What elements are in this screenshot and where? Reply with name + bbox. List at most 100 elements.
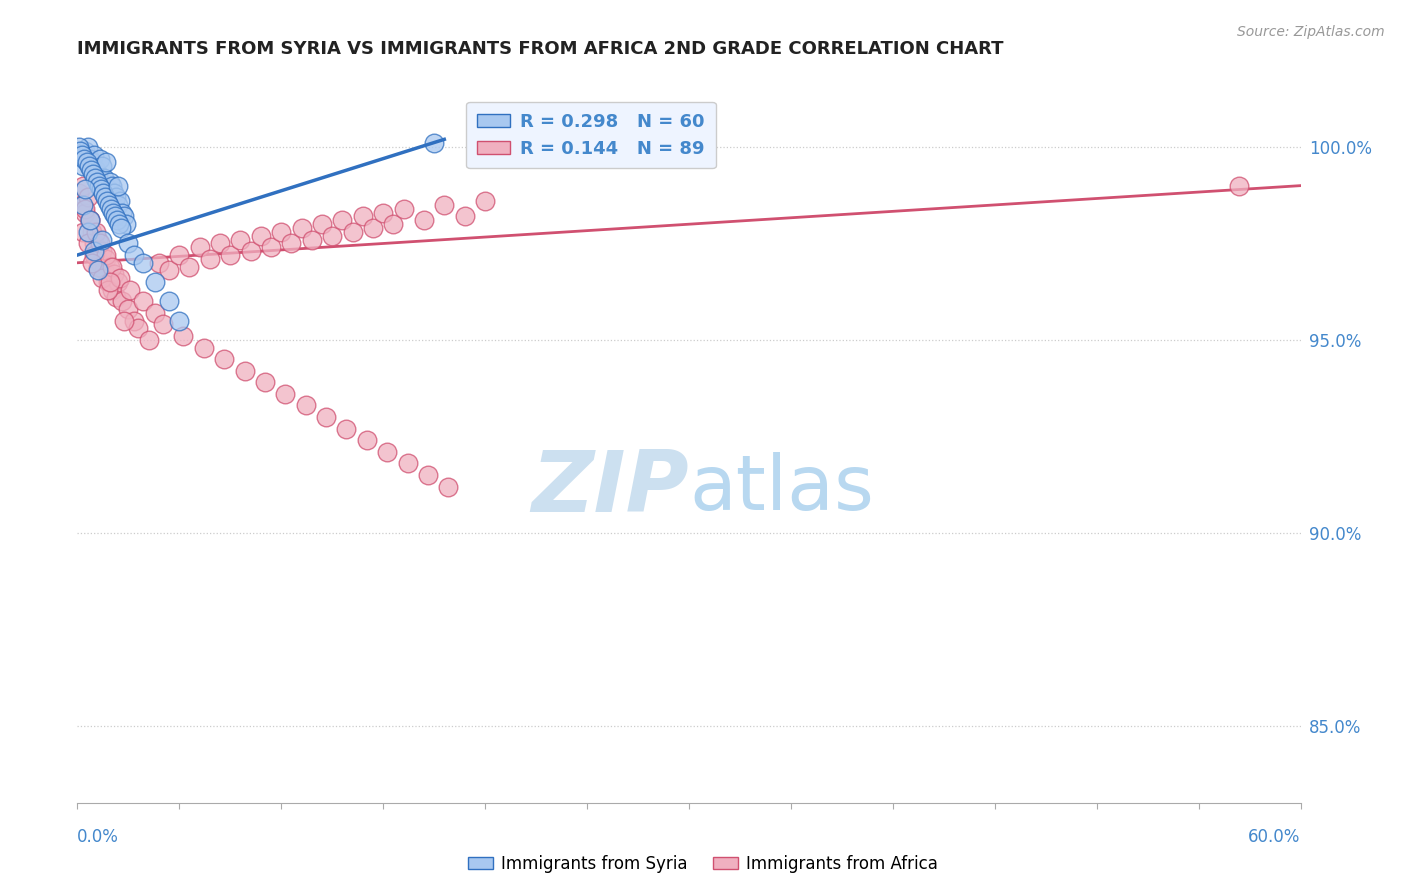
Point: [108, 271, 131, 285]
Text: atlas: atlas: [689, 452, 873, 525]
Point: [75, 182, 97, 196]
Point: [361, 221, 384, 235]
Point: [120, 283, 142, 297]
Point: [98, 275, 121, 289]
Point: [105, 291, 128, 305]
Point: [169, 313, 191, 327]
Point: [76, 140, 98, 154]
Point: [454, 210, 477, 224]
Point: [72, 159, 94, 173]
Point: [253, 376, 276, 390]
Point: [250, 228, 273, 243]
Point: [83, 170, 105, 185]
Point: [73, 152, 96, 166]
Point: [474, 194, 496, 208]
Point: [138, 333, 160, 347]
Point: [111, 205, 134, 219]
Point: [90, 159, 112, 173]
Point: [356, 434, 378, 448]
Text: IMMIGRANTS FROM SYRIA VS IMMIGRANTS FROM AFRICA 2ND GRADE CORRELATION CHART: IMMIGRANTS FROM SYRIA VS IMMIGRANTS FROM…: [77, 40, 1004, 58]
Point: [321, 228, 343, 243]
Point: [423, 136, 446, 151]
Point: [72, 178, 94, 193]
Point: [172, 329, 194, 343]
Point: [392, 202, 415, 216]
Point: [233, 364, 256, 378]
Point: [72, 225, 94, 239]
Point: [270, 225, 292, 239]
Point: [80, 225, 103, 239]
Point: [100, 202, 122, 216]
Point: [260, 240, 283, 254]
Point: [103, 268, 125, 282]
Point: [84, 248, 107, 262]
Point: [76, 225, 98, 239]
Point: [107, 178, 129, 193]
Point: [101, 260, 124, 274]
Point: [90, 233, 112, 247]
Point: [229, 233, 252, 247]
Point: [84, 163, 107, 178]
Point: [108, 217, 131, 231]
Point: [131, 294, 153, 309]
Point: [105, 213, 128, 227]
Point: [101, 178, 124, 193]
Point: [83, 148, 105, 162]
Point: [101, 283, 124, 297]
Point: [371, 205, 394, 219]
Point: [104, 210, 127, 224]
Point: [98, 175, 121, 189]
Point: [437, 479, 460, 493]
Point: [87, 233, 110, 247]
Point: [413, 213, 436, 227]
Point: [143, 275, 166, 289]
Point: [212, 352, 235, 367]
Point: [274, 387, 297, 401]
Point: [124, 313, 146, 327]
Text: ZIP: ZIP: [531, 447, 689, 531]
Point: [335, 422, 357, 436]
Point: [90, 271, 112, 285]
Point: [86, 175, 108, 189]
Legend: Immigrants from Syria, Immigrants from Africa: Immigrants from Syria, Immigrants from A…: [461, 848, 945, 880]
Point: [72, 198, 94, 212]
Point: [294, 399, 316, 413]
Point: [76, 190, 98, 204]
Point: [375, 444, 398, 458]
Point: [94, 155, 117, 169]
Point: [80, 256, 103, 270]
Point: [87, 178, 110, 193]
Point: [69, 144, 91, 158]
Point: [89, 236, 111, 251]
Legend: R = 0.298   N = 60, R = 0.144   N = 89: R = 0.298 N = 60, R = 0.144 N = 89: [467, 102, 716, 169]
Point: [75, 202, 97, 216]
Point: [97, 275, 120, 289]
Point: [105, 190, 128, 204]
Point: [76, 155, 98, 169]
Point: [79, 213, 101, 227]
Point: [75, 144, 97, 158]
Point: [94, 190, 117, 204]
Point: [90, 182, 112, 196]
Point: [148, 256, 170, 270]
Point: [87, 167, 110, 181]
Point: [124, 248, 146, 262]
Point: [76, 236, 98, 251]
Point: [70, 198, 93, 212]
Point: [315, 410, 337, 425]
Point: [157, 294, 180, 309]
Point: [193, 341, 215, 355]
Point: [89, 256, 111, 270]
Point: [382, 217, 405, 231]
Point: [107, 275, 129, 289]
Point: [97, 283, 120, 297]
Point: [143, 306, 166, 320]
Point: [219, 248, 242, 262]
Point: [115, 217, 138, 231]
Point: [131, 256, 153, 270]
Point: [107, 198, 129, 212]
Point: [75, 205, 97, 219]
Point: [198, 252, 221, 266]
Point: [90, 244, 112, 259]
Point: [80, 155, 103, 169]
